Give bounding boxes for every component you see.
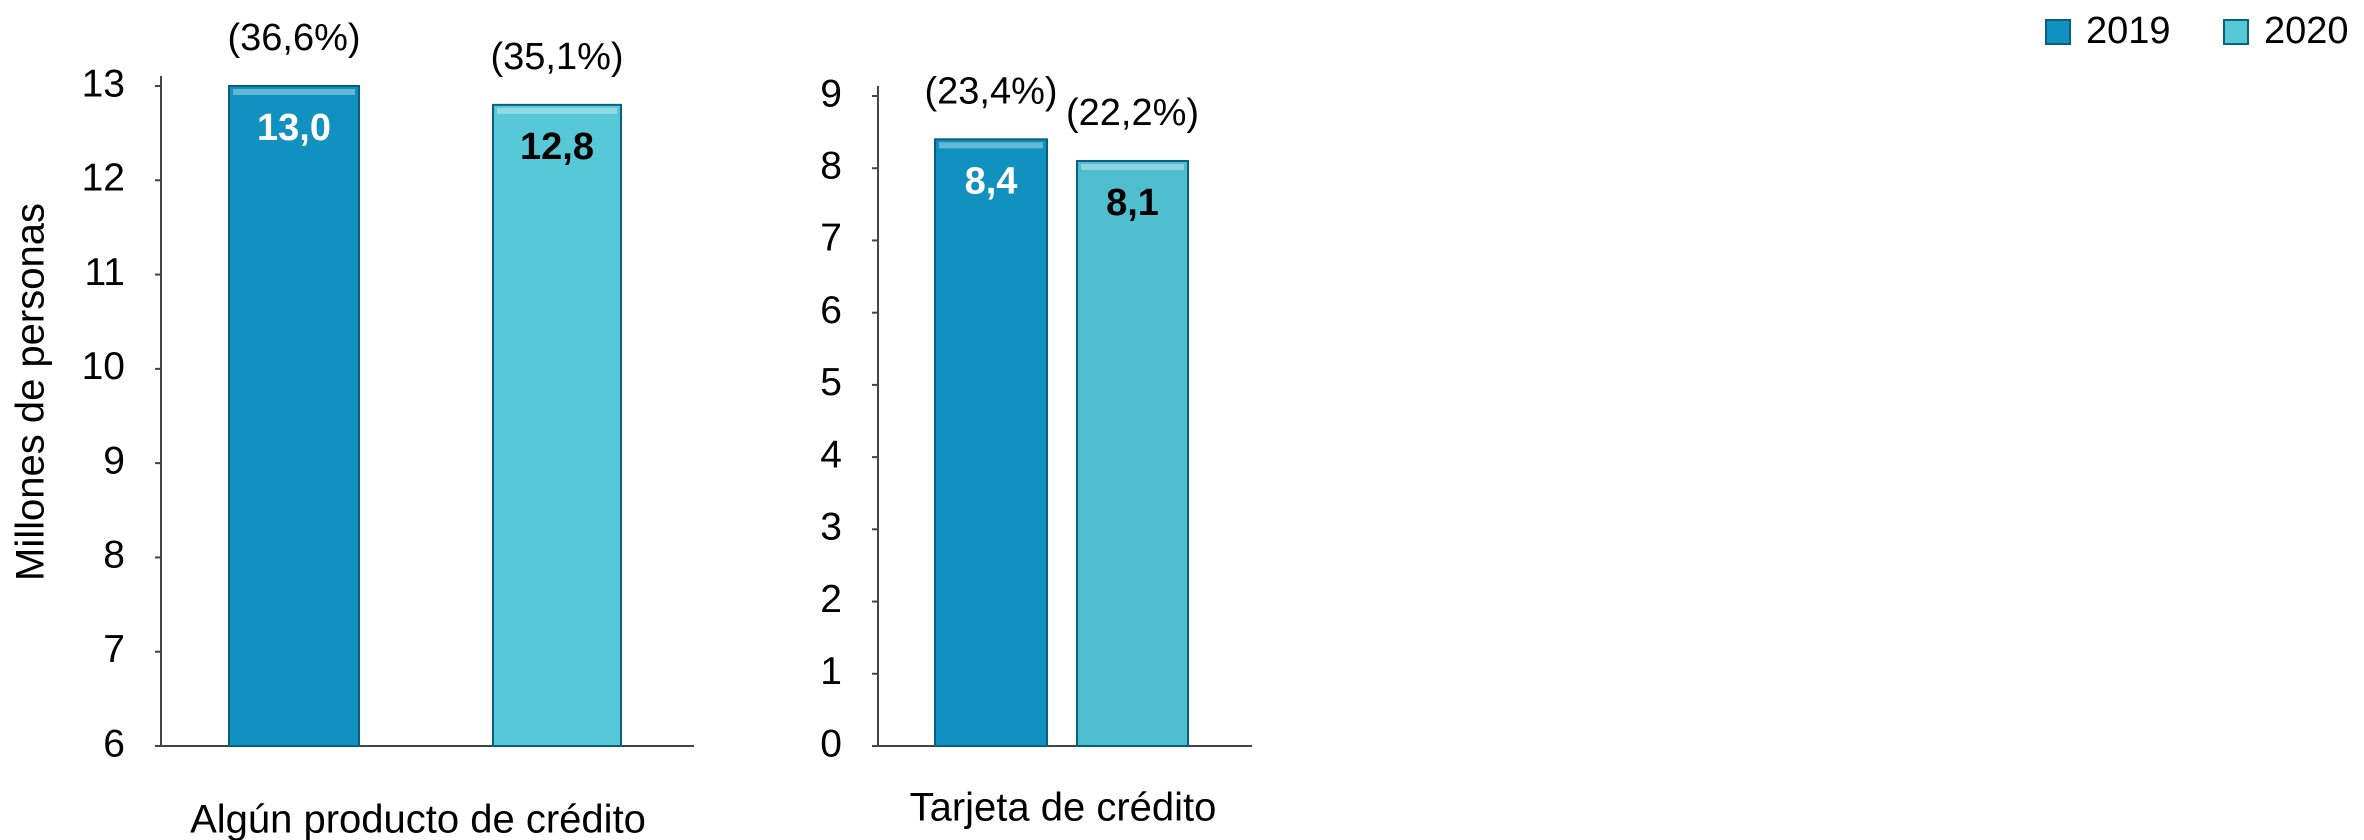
y-tick-label: 8 xyxy=(820,145,842,188)
bar-highlight xyxy=(497,107,617,114)
annotation: (35,1%) xyxy=(490,36,623,78)
x-tick-label: Algún producto de crédito xyxy=(190,798,646,840)
y-tick-label: 4 xyxy=(820,433,842,476)
value-label: 8,1 xyxy=(1106,182,1159,224)
value-label: 8,4 xyxy=(965,160,1018,202)
annotation: (22,2%) xyxy=(1066,92,1199,134)
value-label: 13,0 xyxy=(257,107,331,149)
value-label: 12,8 xyxy=(520,126,594,168)
y-tick-label: 6 xyxy=(820,289,842,332)
legend-swatch xyxy=(2045,19,2071,45)
bar-highlight xyxy=(1081,164,1184,170)
bar-highlight xyxy=(233,89,355,95)
y-tick-label: 12 xyxy=(82,157,125,200)
y-tick-label: 7 xyxy=(820,217,842,260)
y-tick-label: 6 xyxy=(103,722,125,765)
y-tick-label: 9 xyxy=(820,72,842,115)
bar xyxy=(228,85,360,747)
y-tick-label: 11 xyxy=(85,251,126,294)
bar-highlight xyxy=(939,142,1043,149)
bar xyxy=(934,138,1048,748)
y-axis-label: Millones de personas xyxy=(9,203,53,581)
y-tick-label: 9 xyxy=(103,439,125,482)
legend-label: 2020 xyxy=(2264,10,2349,52)
y-tick-label: 8 xyxy=(103,534,125,577)
y-tick-label: 7 xyxy=(103,628,125,671)
annotation: (36,6%) xyxy=(227,17,360,59)
bar xyxy=(492,103,622,748)
legend-label: 2019 xyxy=(2086,10,2171,52)
y-tick-label: 0 xyxy=(820,722,842,765)
y-tick-label: 3 xyxy=(820,506,842,549)
y-tick-label: 10 xyxy=(82,345,125,388)
y-tick-label: 13 xyxy=(82,62,125,105)
y-tick-label: 5 xyxy=(820,361,842,404)
annotation: (23,4%) xyxy=(924,70,1057,112)
y-tick-label: 2 xyxy=(820,578,842,621)
bar xyxy=(1076,160,1189,747)
legend-swatch xyxy=(2223,19,2249,45)
y-tick-label: 1 xyxy=(820,650,842,693)
x-tick-label: Tarjeta de crédito xyxy=(910,786,1217,830)
